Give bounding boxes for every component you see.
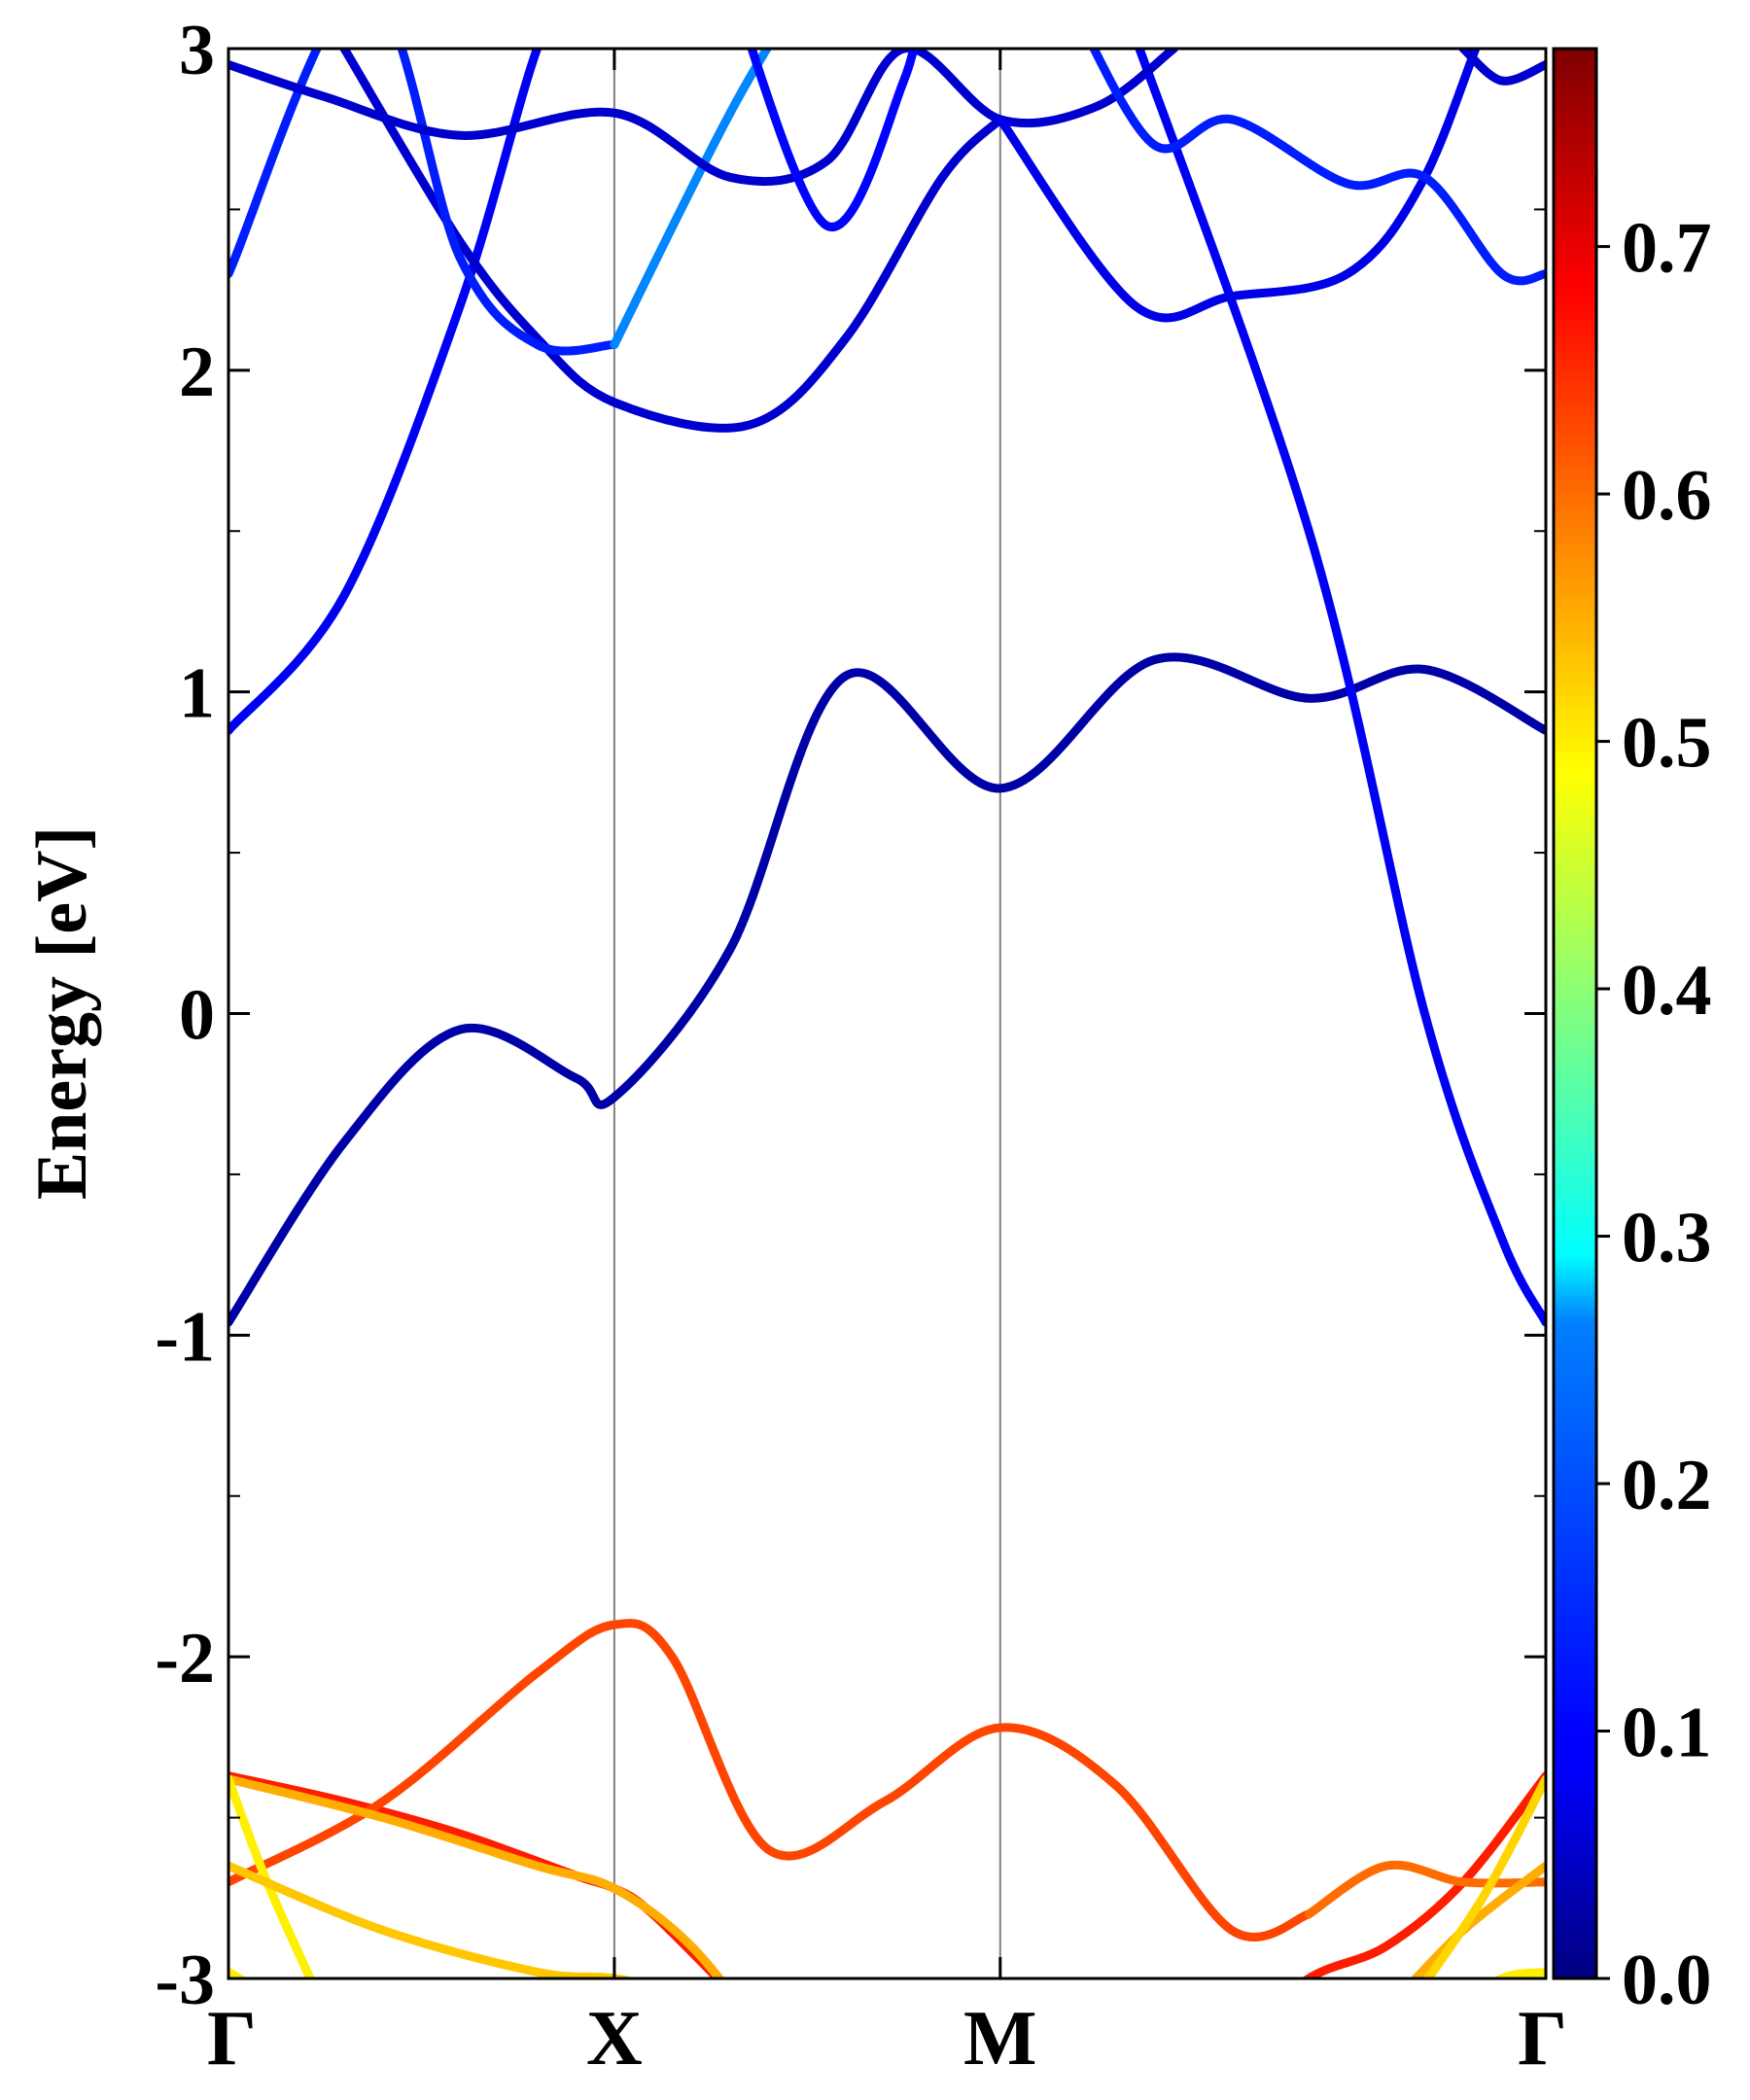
plot-background bbox=[228, 49, 1546, 1978]
band-line bbox=[228, 1967, 249, 1978]
x-tick-label: M bbox=[963, 1996, 1037, 2082]
colorbar-tick-label: 0.7 bbox=[1622, 209, 1712, 289]
y-tick-label: -3 bbox=[155, 1941, 215, 2020]
colorbar: 0.0 0.1 0.2 0.3 0.4 0.5 0.6 0.7 bbox=[1552, 47, 1712, 2020]
y-tick-label: -1 bbox=[155, 1297, 215, 1377]
colorbar-tick-label: 0.4 bbox=[1622, 951, 1712, 1031]
y-tick-label: -2 bbox=[155, 1619, 215, 1698]
band-line bbox=[996, 49, 1481, 323]
band-line bbox=[228, 1774, 725, 1978]
y-tick-label: 2 bbox=[179, 332, 215, 412]
colorbar-ticks: 0.0 0.1 0.2 0.3 0.4 0.5 0.6 0.7 bbox=[1596, 209, 1712, 2020]
band-line bbox=[228, 49, 1178, 187]
band-line bbox=[228, 652, 1546, 1327]
band-line bbox=[1304, 1860, 1546, 1919]
band-line bbox=[228, 49, 542, 735]
plot-area: -3 -2 -1 0 1 2 3 Γ X M Γ bbox=[155, 11, 1567, 2082]
colorbar-tick-label: 0.1 bbox=[1622, 1694, 1712, 1773]
y-tick-label: 3 bbox=[179, 11, 215, 90]
band-line bbox=[1135, 49, 1546, 1327]
colorbar-tick-label: 0.3 bbox=[1622, 1199, 1712, 1278]
band-line bbox=[1422, 1774, 1546, 1978]
colorbar-gradient bbox=[1552, 47, 1598, 1980]
band-line bbox=[747, 49, 919, 231]
colorbar-tick-label: 0.2 bbox=[1622, 1446, 1712, 1525]
band-line bbox=[228, 1619, 1313, 1942]
band-line bbox=[1458, 49, 1546, 86]
band-lines bbox=[228, 49, 1546, 1978]
x-tick-label: Γ bbox=[1518, 1996, 1567, 2082]
x-tick-label: Γ bbox=[207, 1996, 257, 2082]
y-axis-ticks: -3 -2 -1 0 1 2 3 bbox=[155, 11, 1546, 2020]
band-line bbox=[610, 49, 773, 349]
band-line bbox=[339, 49, 1005, 433]
y-tick-label: 0 bbox=[179, 976, 215, 1056]
band-line bbox=[1492, 1967, 1546, 1978]
high-symmetry-lines bbox=[612, 49, 1001, 1978]
y-axis-label: Energy [eV] bbox=[22, 826, 102, 1200]
band-line bbox=[228, 49, 619, 356]
y-tick-label: 1 bbox=[179, 654, 215, 734]
band-line bbox=[228, 1771, 1546, 1978]
colorbar-tick-label: 0.0 bbox=[1622, 1941, 1712, 2020]
colorbar-tick-label: 0.5 bbox=[1622, 704, 1712, 784]
colorbar-tick-label: 0.6 bbox=[1622, 456, 1712, 536]
x-tick-label: X bbox=[586, 1996, 643, 2082]
band-line bbox=[1089, 49, 1546, 286]
band-line bbox=[228, 1861, 640, 1978]
